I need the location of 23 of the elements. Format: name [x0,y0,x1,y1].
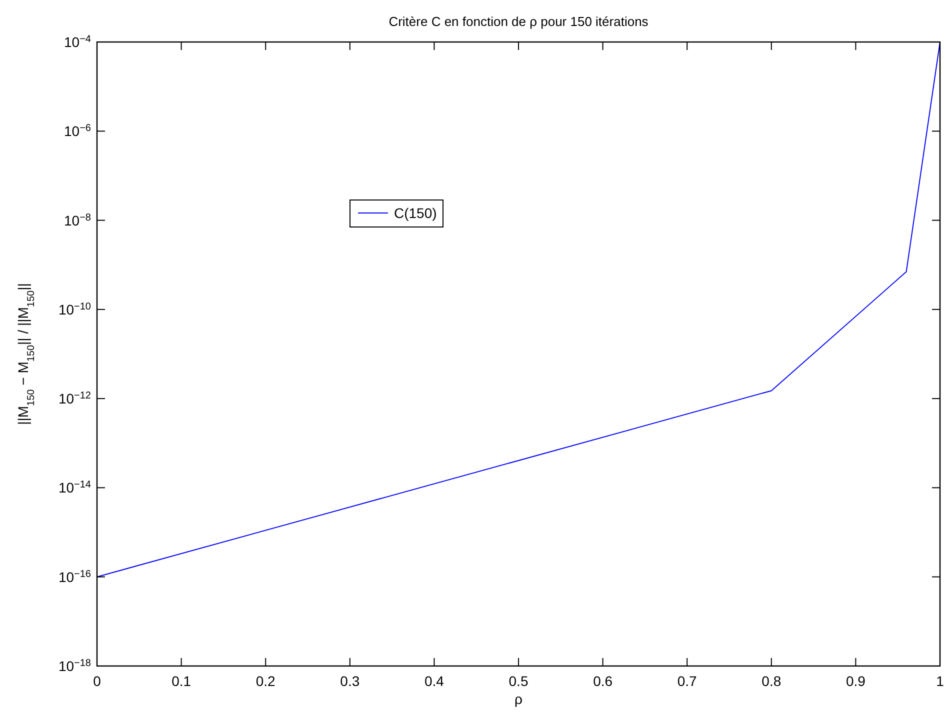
x-axis-title: ρ [514,691,523,707]
y-tick-label: 10$^{−8}$ [64,212,92,228]
x-tick-label: 0.6 [593,673,613,689]
y-tick-label: 10$^{−16}$ [58,568,92,585]
x-tick-label: 0.3 [340,673,360,689]
y-tick-label: 10$^{−18}$ [58,658,92,674]
y-tick-label: 10$^{−6}$ [64,122,92,140]
y-tick-label: 10$^{−14}$ [58,479,92,496]
y-tick-label: 10$^{−10}$ [58,300,92,318]
x-tick-label: 0.9 [846,673,866,689]
y-tick-label: 10$^{−4}$ [64,34,92,50]
x-tick-label: 0.5 [508,673,528,689]
y-tick-label: 10$^{−12}$ [58,390,92,407]
line-series [96,42,940,578]
x-tick-label: 0.1 [172,673,192,689]
x-tick-label: 0.8 [762,673,782,689]
x-tick-label: 1 [936,673,944,689]
x-tick-label: 0.2 [256,673,276,689]
x-tick-label: 0 [93,673,102,689]
x-tick-label: 0.7 [677,673,698,689]
chart-title: Critère C en fonction de ρ pour 150 itérations [388,14,649,29]
x-tick-label: 0.4 [424,673,444,689]
legend-label: C(150) [394,205,437,221]
